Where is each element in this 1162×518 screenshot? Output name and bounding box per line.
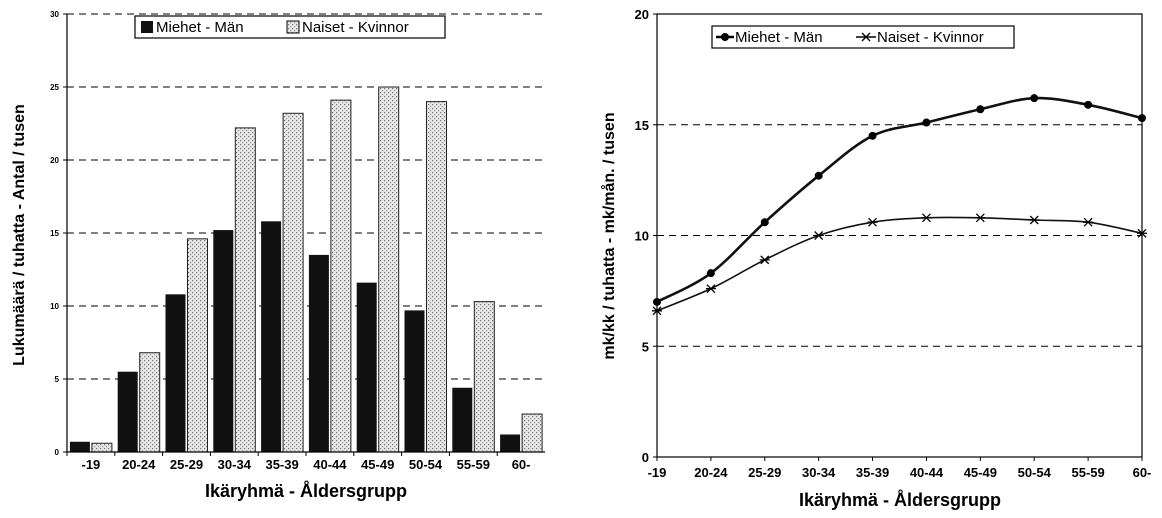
bar-men [69,441,90,452]
point-women [1083,217,1094,227]
y-tick-label: 20 [50,156,59,165]
bar-women [187,238,208,453]
point-women [652,306,662,316]
bar-men [308,254,329,452]
bar-men [117,371,138,452]
x-tick-label: 35-39 [856,465,889,480]
bar-men [261,221,282,452]
bar-women [426,101,447,453]
x-axis-title: Ikäryhmä - Åldersgrupp [205,481,407,501]
legend-label-men: Miehet - Män [156,19,244,36]
y-tick-label: 25 [50,83,59,92]
bar-men [500,434,521,452]
point-women [705,284,716,294]
point-men [1084,100,1093,109]
x-tick-label: 25-29 [170,457,203,472]
y-tick-label: 10 [635,229,649,244]
x-tick-label: -19 [82,457,101,472]
legend-marker-women [861,32,871,42]
point-men [1138,114,1146,123]
point-women [813,231,824,240]
point-men [814,171,823,180]
bar-men [404,310,425,452]
bar-men [213,230,234,452]
y-axis-title: Lukumäärä / tuhatta - Antal / tusen [11,104,28,366]
x-tick-label: 55-59 [1071,465,1104,480]
x-tick-label: 40-44 [313,457,347,472]
point-men [653,297,661,306]
bar-women [378,86,400,453]
x-tick-label: -19 [648,465,667,480]
point-women [759,255,770,265]
bar-men [165,294,186,452]
y-tick-label: 30 [50,10,59,19]
bar-women [521,413,543,453]
bar-women [234,127,256,453]
y-axis-title: mk/kk / tuhatta - mk/mån. / tusen [600,112,618,359]
x-tick-label: 30-34 [802,465,836,480]
bar-chart: 0 5 10 15 20 25 30 -19 20-24 25-29 30-34 35-39 40-44… [11,10,545,501]
bar-men [356,282,377,452]
line-chart: 0 5 10 15 20 -19 20-24 25-29 30-34 35-39 40-44 45-4… [600,7,1151,510]
point-women [975,213,986,223]
x-tick-label: 35-39 [265,457,298,472]
legend-swatch-men [141,21,153,33]
y-tick-label: 5 [55,375,60,384]
point-men [1030,94,1039,103]
plot-frame [656,13,1143,458]
point-women [1137,228,1147,238]
bar-women [282,112,304,453]
bar-women [91,442,113,453]
x-tick-label: 60- [512,457,531,472]
point-men [976,105,985,114]
series-line-men [656,96,1143,304]
x-axis-title: Ikäryhmä - Åldersgrupp [799,490,1001,510]
point-men [760,218,769,227]
y-tick-label: 15 [50,229,59,238]
x-tick-label: 25-29 [748,465,781,480]
legend-marker-men [721,33,729,41]
y-tick-label: 0 [642,450,649,465]
point-women [921,213,932,223]
legend-label-women: Naiset - Kvinnor [877,29,984,46]
x-tick-label: 45-49 [964,465,997,480]
x-tick-label: 55-59 [457,457,490,472]
x-tick-label: 40-44 [910,465,944,480]
bar-women [330,99,352,453]
bar-women [473,301,495,453]
x-tick-label: 50-54 [1018,465,1052,480]
point-men [868,131,877,140]
x-tick-label: 50-54 [409,457,443,472]
y-tick-label: 5 [642,339,649,354]
point-men [706,269,715,278]
x-tick-label: 30-34 [218,457,252,472]
legend-label-women: Naiset - Kvinnor [302,19,409,36]
x-tick-label: 60- [1133,465,1152,480]
point-men [922,118,931,127]
bar-men [452,387,473,452]
y-tick-label: 15 [635,118,649,133]
legend-swatch-women [286,20,300,34]
y-tick-label: 0 [55,448,60,457]
series-line-women [656,216,1143,312]
y-tick-label: 20 [635,7,649,22]
x-tick-label: 20-24 [694,465,728,480]
y-tick-label: 10 [50,302,59,311]
point-women [867,217,878,227]
x-tick-label: 45-49 [361,457,394,472]
x-tick-label: 20-24 [122,457,156,472]
bar-women [139,352,161,453]
point-women [1029,215,1040,225]
legend-label-men: Miehet - Män [735,29,823,46]
